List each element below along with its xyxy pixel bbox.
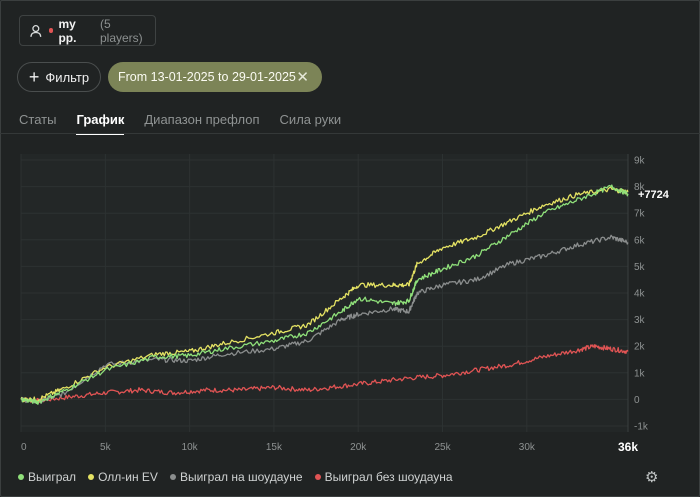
- legend-color-showdown: [169, 474, 176, 480]
- legend-item-won[interactable]: Выиграл: [18, 470, 76, 484]
- y-tick-label: 8k: [634, 182, 646, 193]
- x-tick-label: 10k: [182, 442, 199, 453]
- legend-item-allin-ev[interactable]: Олл-ин EV: [88, 470, 158, 484]
- chart-legend: Выиграл Олл-ин EV Выиграл на шоудауне Вы…: [18, 470, 465, 484]
- y-tick-label: 4k: [634, 289, 646, 300]
- series-line: [20, 234, 629, 405]
- legend-label-won: Выиграл: [28, 470, 77, 484]
- player-name: my pp.: [58, 16, 77, 45]
- legend-label-non-showdown: Выиграл без шоудауна: [324, 470, 453, 484]
- user-icon: [30, 24, 42, 37]
- tab-hand-strength[interactable]: Сила руки: [279, 112, 342, 127]
- y-tick-label: 0: [634, 395, 640, 406]
- x-tick-label: 15k: [266, 442, 283, 453]
- legend-color-allin-ev: [88, 474, 95, 480]
- y-tick-label: -1k: [634, 422, 649, 433]
- legend-item-non-showdown[interactable]: Выиграл без шоудауна: [314, 470, 453, 484]
- y-tick-label: 7k: [634, 209, 646, 220]
- date-range-label: From 13-01-2025 to 29-01-2025: [118, 70, 296, 84]
- player-count: (5 players): [99, 16, 143, 45]
- x-tick-label: 25k: [434, 442, 451, 453]
- x-end-label: 36k: [618, 440, 638, 454]
- player-selector[interactable]: my pp. (5 players): [19, 15, 156, 46]
- x-tick-label: 0: [21, 442, 27, 453]
- divider: [0, 133, 700, 134]
- filter-label: Фильтр: [45, 69, 90, 85]
- y-tick-label: 2k: [634, 342, 646, 353]
- series-line: [20, 344, 629, 404]
- x-tick-label: 30k: [519, 442, 536, 453]
- tab-bar: Статы График Диапазон префлоп Сила руки: [19, 112, 361, 135]
- y-tick-label: 1k: [634, 368, 646, 379]
- y-tick-label: 6k: [634, 235, 646, 246]
- legend-label-allin-ev: Олл-ин EV: [98, 470, 158, 484]
- y-tick-label: 3k: [634, 315, 646, 326]
- series-line: [20, 184, 629, 405]
- gear-icon[interactable]: ⚙: [645, 469, 659, 486]
- plus-icon: +: [28, 67, 40, 87]
- legend-label-showdown: Выиграл на шоудауне: [179, 470, 303, 484]
- legend-item-showdown[interactable]: Выиграл на шоудауне: [169, 470, 303, 484]
- tab-preflop-range[interactable]: Диапазон префлоп: [144, 112, 260, 127]
- y-tick-label: 9k: [634, 156, 646, 167]
- date-range-chip[interactable]: From 13-01-2025 to 29-01-2025 ✕: [108, 62, 322, 92]
- x-tick-label: 20k: [350, 442, 367, 453]
- filter-button[interactable]: + Фильтр: [17, 62, 101, 92]
- legend-color-won: [18, 474, 24, 480]
- status-dot: [48, 28, 54, 33]
- tab-graph[interactable]: График: [76, 112, 125, 135]
- x-tick-label: 5k: [100, 442, 112, 453]
- tab-stats[interactable]: Статы: [19, 112, 57, 127]
- series-end-label: +7724: [638, 189, 670, 201]
- legend-color-non-showdown: [314, 474, 321, 480]
- profit-chart: -1k 0 1k 2k 3k 4k 5k 6k 7k 8k 9k 0 5k 10k 15k 20k 25k 30k…: [20, 154, 670, 454]
- close-icon[interactable]: ✕: [296, 69, 309, 86]
- y-tick-label: 5k: [634, 262, 646, 273]
- series-line: [20, 186, 629, 403]
